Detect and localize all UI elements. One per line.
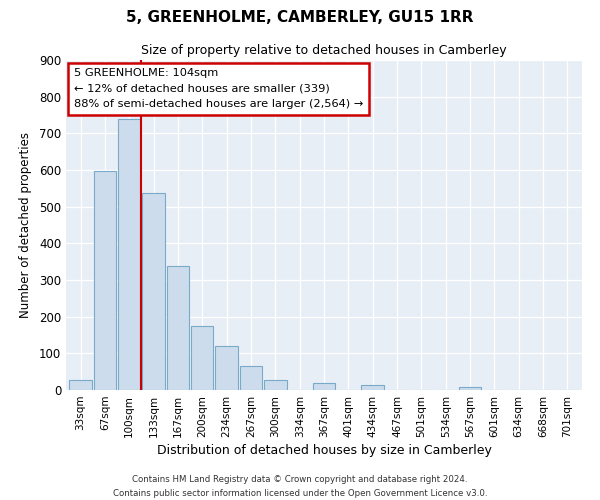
Bar	[240, 366, 262, 390]
Bar	[118, 118, 140, 390]
X-axis label: Distribution of detached houses by size in Camberley: Distribution of detached houses by size …	[157, 444, 491, 457]
Y-axis label: Number of detached properties: Number of detached properties	[19, 132, 32, 318]
Bar	[264, 380, 287, 390]
Text: Contains HM Land Registry data © Crown copyright and database right 2024.
Contai: Contains HM Land Registry data © Crown c…	[113, 476, 487, 498]
Bar	[94, 171, 116, 390]
Bar	[142, 193, 165, 390]
Bar	[70, 380, 92, 390]
Bar	[167, 266, 189, 390]
Bar	[215, 346, 238, 390]
Bar	[191, 326, 214, 390]
Bar	[313, 382, 335, 390]
Bar	[459, 386, 481, 390]
Title: Size of property relative to detached houses in Camberley: Size of property relative to detached ho…	[141, 44, 507, 58]
Text: 5, GREENHOLME, CAMBERLEY, GU15 1RR: 5, GREENHOLME, CAMBERLEY, GU15 1RR	[126, 10, 474, 25]
Text: 5 GREENHOLME: 104sqm
← 12% of detached houses are smaller (339)
88% of semi-deta: 5 GREENHOLME: 104sqm ← 12% of detached h…	[74, 68, 363, 110]
Bar	[361, 384, 384, 390]
